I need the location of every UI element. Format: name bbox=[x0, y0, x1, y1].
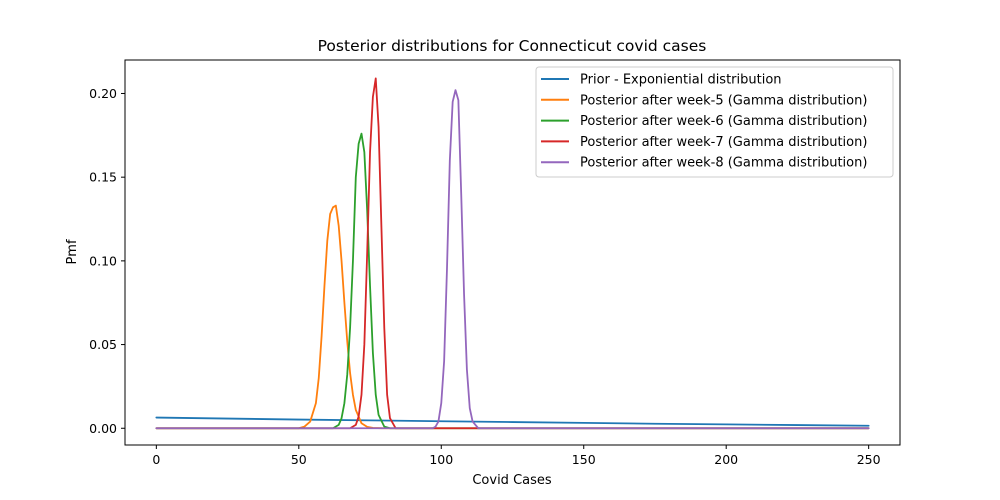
x-tick-label: 150 bbox=[572, 452, 596, 467]
series-line-2 bbox=[155, 204, 870, 430]
x-axis-label: Covid Cases bbox=[472, 473, 552, 488]
series-line-4 bbox=[155, 77, 870, 430]
plot-area-frame bbox=[124, 59, 901, 446]
y-axis-label: Pmf bbox=[65, 239, 80, 265]
y-tick-label: 0.05 bbox=[89, 337, 117, 352]
y-tick-label: 0.10 bbox=[89, 253, 117, 268]
x-axis-ticks: 0 50 100 150 200 250 bbox=[152, 445, 881, 467]
x-tick-label: 50 bbox=[291, 452, 307, 467]
series-layer bbox=[155, 77, 870, 430]
x-tick-label: 200 bbox=[714, 452, 738, 467]
y-tick-label: 0.00 bbox=[89, 421, 117, 436]
series-line-1 bbox=[155, 416, 870, 427]
x-tick-label: 100 bbox=[429, 452, 453, 467]
legend-label-2: Posterior after week-5 (Gamma distributi… bbox=[580, 93, 867, 108]
series-line-3 bbox=[155, 132, 870, 430]
series-line-5 bbox=[155, 89, 870, 430]
legend: Prior - Exponiential distribution Posteri… bbox=[535, 66, 894, 178]
y-tick-label: 0.20 bbox=[89, 86, 117, 101]
chart-title: Posterior distributions for Connecticut … bbox=[318, 37, 707, 55]
y-axis-ticks: 0.00 0.05 0.10 0.15 0.20 bbox=[89, 86, 125, 436]
legend-label-1: Prior - Exponiential distribution bbox=[580, 73, 782, 88]
x-tick-label: 0 bbox=[152, 452, 160, 467]
x-tick-label: 250 bbox=[857, 452, 881, 467]
y-tick-label: 0.15 bbox=[89, 170, 117, 185]
legend-label-3: Posterior after week-6 (Gamma distributi… bbox=[580, 114, 867, 129]
legend-box bbox=[535, 66, 894, 178]
legend-label-4: Posterior after week-7 (Gamma distributi… bbox=[580, 135, 867, 150]
legend-label-5: Posterior after week-8 (Gamma distributi… bbox=[580, 156, 867, 171]
